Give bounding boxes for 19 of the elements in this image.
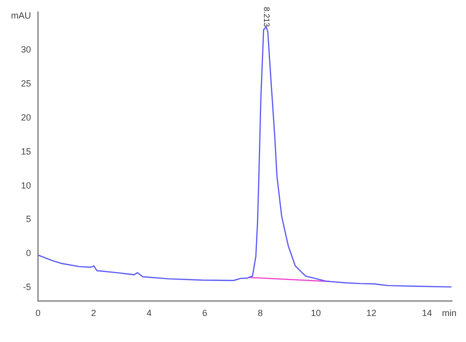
x-tick-label: min (442, 308, 456, 318)
x-tick-label: 12 (366, 308, 376, 318)
y-tick-label: 15 (20, 146, 31, 156)
x-tick-label: 8 (258, 308, 263, 318)
y-tick-label: 5 (26, 214, 31, 224)
y-tick-label: mAU (11, 10, 31, 21)
x-tick-label: 2 (91, 308, 96, 318)
y-tick-label: 20 (20, 112, 31, 122)
y-tick-label: -5 (22, 282, 31, 292)
x-tick-label: 6 (202, 308, 208, 318)
x-tick-label: 0 (35, 308, 41, 318)
y-tick-label: 25 (20, 78, 31, 88)
annotation: 8.213 (262, 6, 271, 28)
x-tick-label: 10 (310, 308, 321, 318)
y-tick-label: 30 (20, 44, 31, 54)
x-tick-label: 4 (146, 308, 152, 318)
y-tick-label: 0 (26, 248, 31, 258)
x-tick-label: 14 (422, 308, 432, 318)
y-tick-label: 10 (20, 180, 31, 190)
